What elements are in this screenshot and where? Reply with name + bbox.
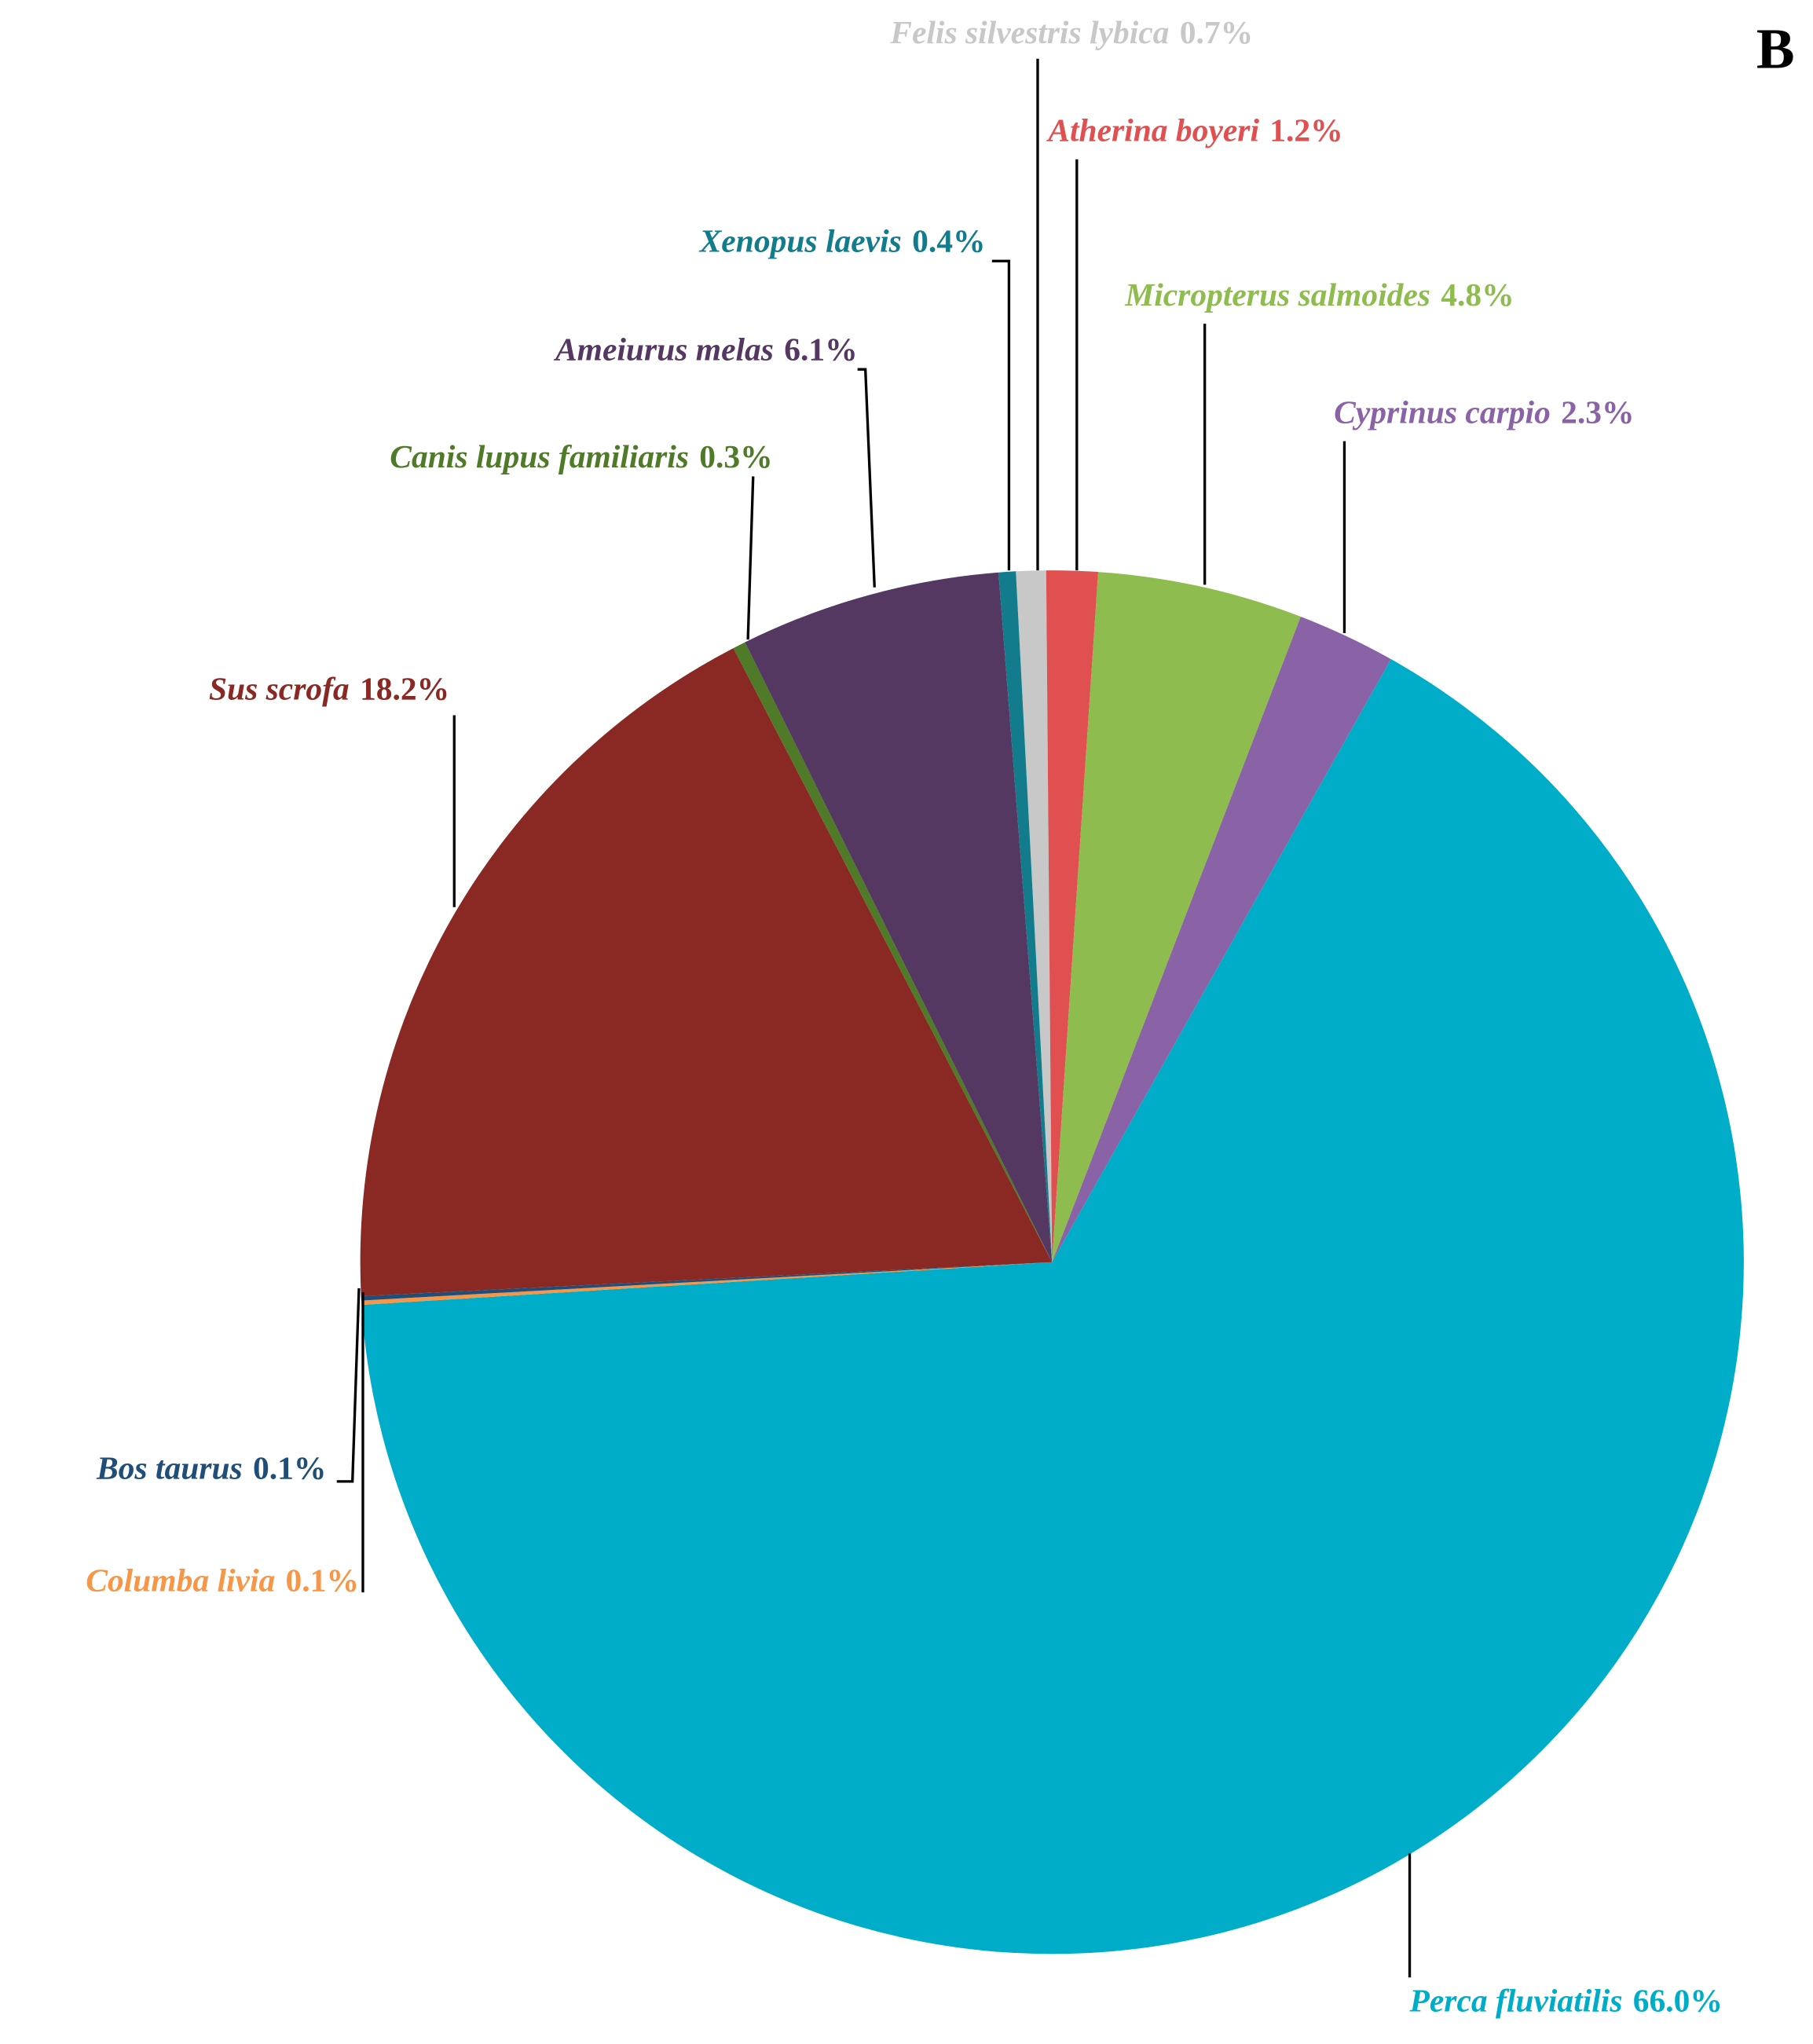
category-name: Perca fluviatilis <box>1409 1982 1623 2018</box>
slice-label: Ameiurus melas 6.1% <box>553 331 858 367</box>
category-name: Columba livia <box>86 1562 275 1598</box>
category-name: Xenopus laevis <box>698 222 902 258</box>
value-label: 4.8% <box>1441 276 1514 312</box>
value-label: 0.1% <box>286 1562 359 1598</box>
value-label: 2.3% <box>1561 394 1634 430</box>
pie-slice <box>1052 616 1391 1262</box>
value-label: 66.0% <box>1633 1982 1723 2018</box>
pie-slice <box>1046 570 1099 1262</box>
category-name: Cyprinus carpio <box>1334 394 1551 430</box>
pie-slice <box>733 642 1053 1262</box>
pie-slice <box>361 659 1744 1954</box>
category-name: Sus scrofa <box>209 670 350 706</box>
value-label: 0.7% <box>1180 13 1253 49</box>
category-name: Atherina boyeri <box>1046 112 1259 148</box>
slice-label: Sus scrofa 18.2% <box>209 670 449 706</box>
value-label: 0.4% <box>912 222 985 258</box>
pie-slice <box>361 1262 1053 1301</box>
slice-label: Felis silvestris lybica 0.7% <box>889 13 1253 49</box>
pie-slice <box>745 572 1053 1262</box>
category-name: Felis silvestris lybica <box>889 13 1169 49</box>
category-name: Bos taurus <box>96 1449 243 1485</box>
leader-line <box>857 368 876 588</box>
leader-line <box>991 259 1011 571</box>
value-label: 1.2% <box>1269 112 1342 148</box>
slice-label: Canis lupus familiaris 0.3% <box>390 438 772 474</box>
pie-slice <box>1052 572 1301 1262</box>
slice-label: Cyprinus carpio 2.3% <box>1334 394 1634 430</box>
slice-label: Columba livia 0.1% <box>86 1562 359 1598</box>
pie-slice <box>998 571 1053 1262</box>
category-name: Ameiurus melas <box>553 331 774 367</box>
value-label: 18.2% <box>360 670 449 706</box>
panel-label: B <box>1756 17 1795 81</box>
category-name: Canis lupus familiaris <box>390 438 689 474</box>
value-label: 0.3% <box>699 438 772 474</box>
leader-line <box>336 1288 361 1483</box>
slice-label: Atherina boyeri 1.2% <box>1046 112 1342 148</box>
pie-slice <box>360 648 1053 1297</box>
slice-label: Bos taurus 0.1% <box>96 1449 326 1485</box>
pie-slice <box>361 1262 1053 1306</box>
category-name: Micropterus salmoides <box>1124 276 1430 312</box>
leader-line <box>746 476 755 640</box>
slice-label: Micropterus salmoides 4.8% <box>1124 276 1514 312</box>
slice-label: Perca fluviatilis 66.0% <box>1409 1982 1723 2018</box>
value-label: 6.1% <box>784 331 857 367</box>
slice-label: Xenopus laevis 0.4% <box>698 222 986 258</box>
value-label: 0.1% <box>253 1449 326 1485</box>
pie-slice <box>1016 570 1053 1262</box>
